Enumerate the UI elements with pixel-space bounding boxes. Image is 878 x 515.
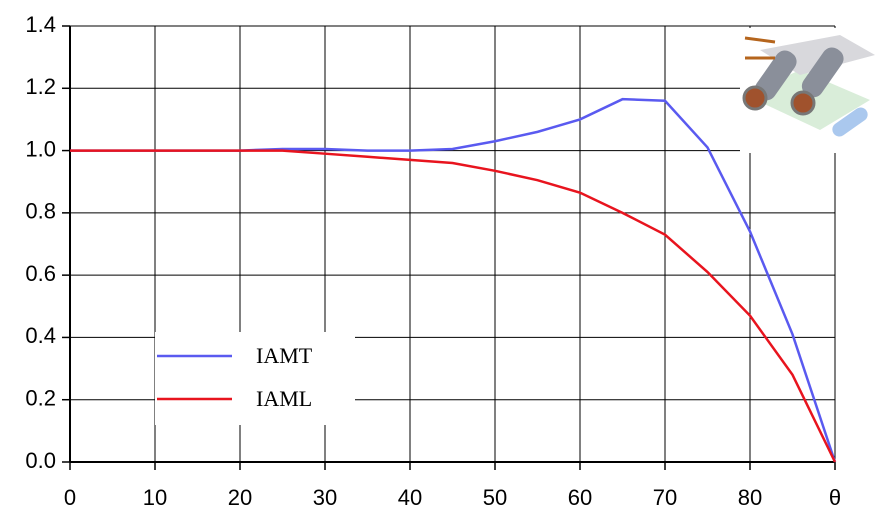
y-tick-label: 0.0 (25, 448, 56, 473)
x-tick-label: 40 (398, 485, 422, 510)
x-tick-label: 0 (64, 485, 76, 510)
collector-illustration (740, 28, 876, 153)
x-tick-label: 10 (143, 485, 167, 510)
x-tick-label: θ (829, 485, 841, 510)
y-tick-label: 1.4 (25, 12, 56, 37)
plot: 0.0 0.2 0.4 0.6 0.8 1.0 1.2 1.4 0 10 20 30 40 50 60 70 8… (25, 12, 841, 510)
x-tick-label: 30 (313, 485, 337, 510)
y-tick-label: 0.4 (25, 323, 56, 348)
legend-label: IAML (256, 386, 312, 411)
legend-label: IAMT (256, 343, 313, 368)
legend: IAMT IAML (155, 332, 355, 425)
y-tick-label: 1.2 (25, 74, 56, 99)
x-tick-label: 60 (568, 485, 592, 510)
y-tick-label: 0.2 (25, 386, 56, 411)
x-tick-label: 50 (483, 485, 507, 510)
y-tick-label: 0.8 (25, 199, 56, 224)
data-line (70, 149, 837, 463)
x-tick-label: 70 (653, 485, 677, 510)
y-tick-label: 0.6 (25, 261, 56, 286)
y-tick-label: 1.0 (25, 136, 56, 161)
x-tick-label: 80 (738, 485, 762, 510)
legend-box (155, 332, 355, 425)
x-tick-label: 20 (228, 485, 252, 510)
